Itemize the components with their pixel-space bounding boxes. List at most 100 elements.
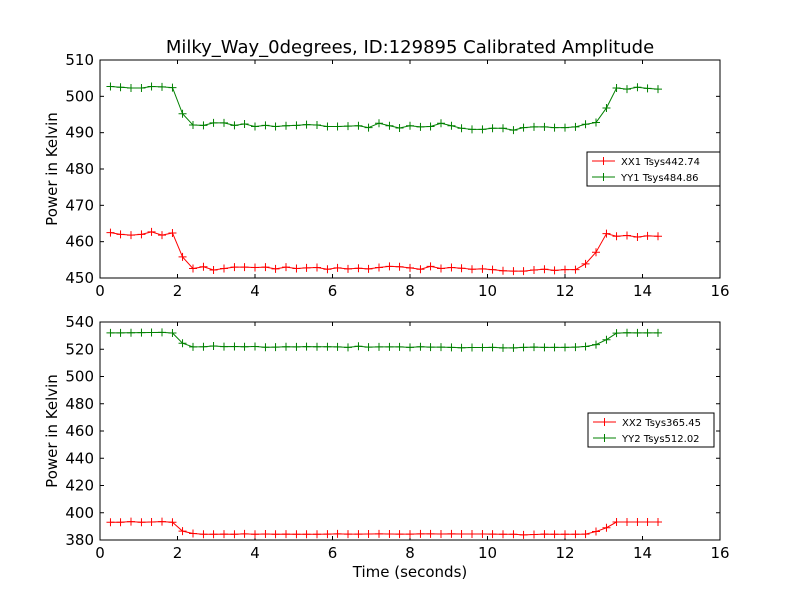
data-point bbox=[189, 121, 197, 130]
data-point bbox=[550, 266, 559, 275]
data-point bbox=[375, 529, 383, 538]
data-point bbox=[530, 530, 538, 539]
data-point bbox=[395, 342, 404, 351]
data-point bbox=[251, 342, 259, 351]
legend-marker bbox=[599, 157, 608, 165]
data-point bbox=[209, 118, 218, 127]
data-point bbox=[602, 335, 611, 344]
data-point bbox=[457, 343, 466, 352]
data-point bbox=[612, 518, 621, 527]
y-tick-label: 440 bbox=[65, 449, 94, 467]
data-point bbox=[385, 262, 394, 271]
data-point bbox=[302, 120, 311, 129]
legend-marker bbox=[600, 434, 609, 442]
x-tick-label: 12 bbox=[555, 282, 574, 300]
x-tick-label: 10 bbox=[478, 282, 497, 300]
data-point bbox=[106, 518, 115, 527]
data-point bbox=[106, 328, 115, 337]
data-point bbox=[199, 121, 208, 130]
data-point bbox=[344, 264, 352, 273]
data-point bbox=[643, 328, 652, 337]
data-point bbox=[612, 329, 621, 338]
data-point bbox=[654, 232, 662, 241]
data-point bbox=[571, 122, 580, 131]
data-point bbox=[323, 530, 332, 539]
y-tick-label: 460 bbox=[65, 233, 94, 251]
data-point bbox=[137, 518, 146, 527]
data-point bbox=[612, 232, 621, 241]
data-point bbox=[530, 122, 538, 131]
data-point bbox=[571, 343, 580, 352]
data-point bbox=[106, 82, 115, 91]
data-point bbox=[406, 343, 414, 352]
data-point bbox=[364, 530, 373, 539]
data-point bbox=[478, 125, 487, 134]
data-point bbox=[426, 343, 435, 352]
data-point bbox=[643, 84, 652, 93]
data-point bbox=[416, 342, 425, 351]
data-point bbox=[488, 265, 497, 274]
data-point bbox=[623, 328, 631, 337]
y-tick-label: 540 bbox=[65, 313, 94, 331]
data-point bbox=[116, 230, 125, 239]
data-point bbox=[395, 123, 404, 132]
x-axis-label: Time (seconds) bbox=[352, 563, 468, 581]
data-point bbox=[468, 530, 476, 539]
data-point bbox=[323, 122, 332, 131]
data-point bbox=[302, 530, 311, 539]
data-point bbox=[633, 83, 642, 92]
data-point bbox=[602, 523, 611, 532]
data-point bbox=[344, 530, 352, 539]
data-point bbox=[437, 530, 445, 539]
data-point bbox=[147, 518, 156, 527]
data-point bbox=[302, 342, 311, 351]
data-point bbox=[116, 83, 125, 92]
data-point bbox=[468, 125, 476, 134]
data-point bbox=[406, 530, 414, 539]
data-point bbox=[116, 518, 125, 527]
data-point bbox=[395, 530, 404, 539]
data-point bbox=[230, 121, 239, 130]
data-point bbox=[323, 342, 332, 351]
data-point bbox=[468, 343, 476, 352]
data-point bbox=[240, 342, 249, 351]
y-tick-label: 500 bbox=[65, 87, 94, 105]
data-point bbox=[364, 343, 373, 352]
data-point bbox=[220, 530, 228, 539]
data-point bbox=[333, 122, 342, 131]
data-point bbox=[592, 248, 600, 257]
data-point bbox=[271, 264, 280, 273]
data-point bbox=[199, 342, 208, 351]
data-point bbox=[509, 530, 518, 539]
data-point bbox=[313, 121, 321, 130]
data-point bbox=[344, 122, 352, 131]
y-tick-label: 420 bbox=[65, 477, 94, 495]
data-point bbox=[519, 267, 528, 276]
data-point bbox=[220, 118, 228, 127]
data-point bbox=[509, 343, 518, 352]
data-point bbox=[147, 328, 156, 337]
data-point bbox=[540, 122, 549, 131]
data-point bbox=[592, 340, 600, 349]
data-point bbox=[189, 529, 197, 538]
data-point bbox=[623, 518, 631, 527]
data-point bbox=[416, 265, 425, 274]
data-point bbox=[530, 266, 538, 275]
data-point bbox=[581, 259, 590, 268]
data-point bbox=[292, 530, 301, 539]
data-point bbox=[519, 530, 528, 539]
data-point bbox=[447, 121, 456, 130]
data-point bbox=[271, 530, 280, 539]
data-point bbox=[499, 266, 507, 275]
legend-marker bbox=[600, 418, 609, 426]
data-point bbox=[416, 122, 425, 131]
data-point bbox=[375, 119, 383, 128]
legend-label: YY2 Tsys512.02 bbox=[621, 434, 700, 445]
data-point bbox=[571, 265, 580, 274]
data-point bbox=[385, 121, 394, 130]
x-tick-label: 8 bbox=[405, 282, 415, 300]
data-point bbox=[478, 264, 487, 273]
data-point bbox=[561, 123, 569, 132]
data-point bbox=[406, 263, 414, 272]
